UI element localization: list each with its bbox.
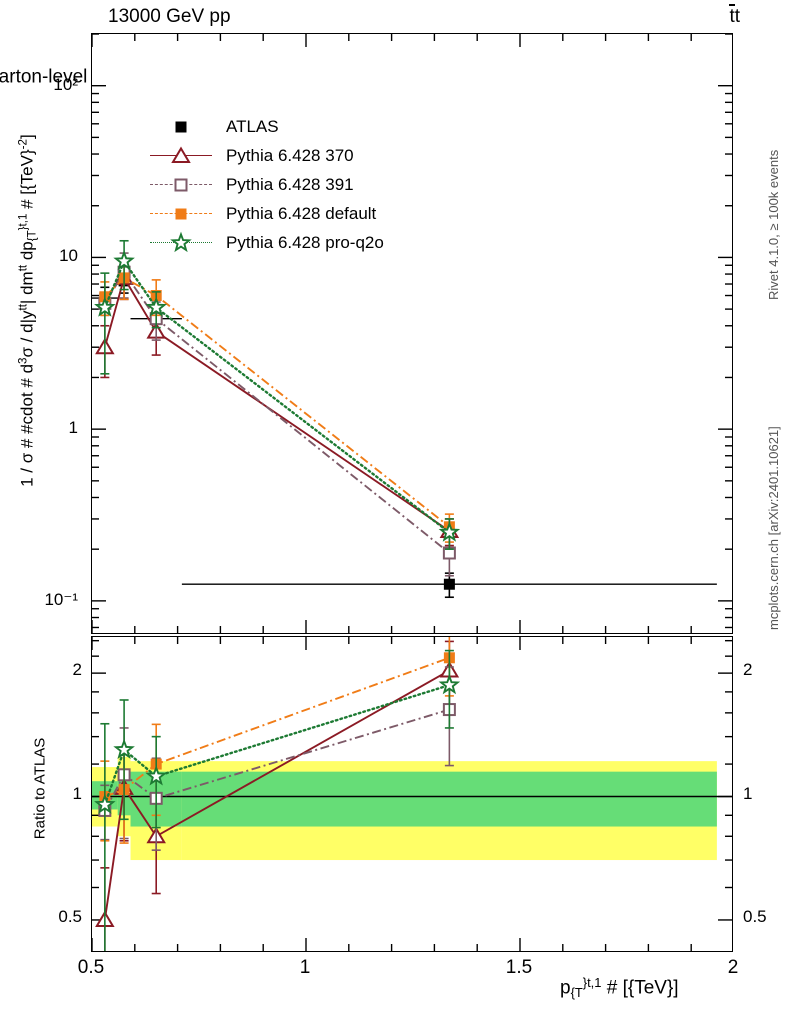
yt-c: | dm <box>17 271 37 305</box>
x-axis-title: p{T}t,1 # [{TeV}] <box>560 975 679 1000</box>
ratio-plot-panel <box>91 636 733 952</box>
legend-label-0: ATLAS <box>226 116 279 136</box>
xt-p: p <box>560 977 571 999</box>
legend-label-2: Pythia 6.428 391 <box>226 174 354 194</box>
legend-item-4[interactable]: Pythia 6.428 pro-q2o <box>150 228 384 257</box>
yt-e: # [{TeV} <box>17 149 37 214</box>
ratio-ytick-label-1: 1 <box>72 783 82 803</box>
xtick-label-0: 0.5 <box>77 957 105 978</box>
xtick-label-3: 2 <box>727 957 739 978</box>
legend-item-0[interactable]: ATLAS <box>150 112 384 141</box>
yt-sup-f: -2 <box>17 139 30 150</box>
legend-marker-filled-square-0 <box>169 115 193 139</box>
main-plot-canvas <box>92 34 732 633</box>
main-ytick-label-3: 10⁻¹ <box>44 589 78 609</box>
yt-b: σ / d|y <box>17 310 37 358</box>
ratio-ytick-label-right-1: 1 <box>743 783 753 803</box>
xt-sup2: t,1 <box>587 975 602 990</box>
legend-item-1[interactable]: Pythia 6.428 370 <box>150 141 384 170</box>
main-ytick-label-1: 10 <box>59 246 78 266</box>
legend-key-2 <box>150 175 212 195</box>
legend: ATLAS Pythia 6.428 370 Pythia 6.428 391 Pyt… <box>150 112 384 257</box>
legend-label-4: Pythia 6.428 pro-q2o <box>226 232 384 252</box>
xt-sub: {T <box>570 985 583 1001</box>
yt-sup-e: t,1 <box>17 213 30 227</box>
xt-sup: } <box>582 975 588 990</box>
legend-marker-open-triangle-1 <box>169 144 193 168</box>
xtick-label-2: 1.5 <box>505 957 533 978</box>
legend-key-1 <box>150 146 212 166</box>
ratio-ytick-label-right-2: 0.5 <box>743 906 767 926</box>
legend-marker-filled-square-3 <box>169 202 193 226</box>
legend-key-4 <box>150 231 212 255</box>
xt-rest: # [{TeV}] <box>601 977 679 999</box>
ratio-ytick-label-0: 2 <box>72 660 82 680</box>
ratio-ytick-label-right-0: 2 <box>743 660 753 680</box>
mcplots-source-label: mcplots.cern.ch [arXiv:2401.10621] <box>766 426 781 630</box>
legend-marker-open-square-2 <box>169 173 193 197</box>
legend-label-3: Pythia 6.428 default <box>226 203 377 223</box>
legend-marker-open-star-4 <box>169 231 193 255</box>
yt-sub-d: {T <box>26 230 39 242</box>
legend-item-2[interactable]: Pythia 6.428 391 <box>150 170 384 199</box>
legend-label-1: Pythia 6.428 370 <box>226 145 354 165</box>
ratio-plot-canvas <box>92 637 732 951</box>
rivet-version-label: Rivet 4.1.0, ≥ 100k events <box>766 149 781 300</box>
main-y-axis-title: 1 / σ # #cdot # d3σ / d|ytt| dmtt dp{T}t… <box>17 51 38 571</box>
main-ytick-label-0: 10² <box>53 74 78 94</box>
main-plot-panel <box>91 33 733 634</box>
legend-key-3 <box>150 204 212 224</box>
yt-f: ] <box>17 134 37 140</box>
yt-sup-b: tt <box>17 304 30 311</box>
xtick-label-1: 1 <box>299 957 311 978</box>
ratio-ytick-label-2: 0.5 <box>58 906 82 926</box>
legend-key-0 <box>150 117 212 137</box>
legend-item-3[interactable]: Pythia 6.428 default <box>150 199 384 228</box>
yt-sup-a: 3 <box>17 357 30 364</box>
header-collision-energy: 13000 GeV pp <box>108 6 231 27</box>
yt-sup-d: } <box>17 226 30 231</box>
main-ytick-label-2: 1 <box>68 418 78 438</box>
